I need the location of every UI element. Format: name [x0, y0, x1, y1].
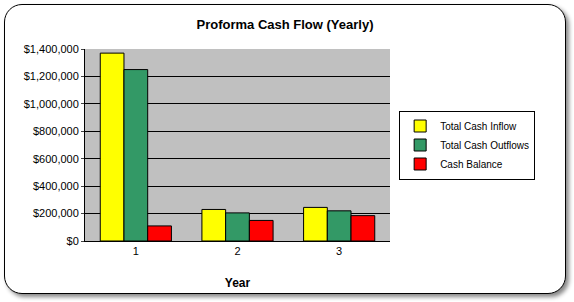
svg-text:$1,400,000: $1,400,000	[24, 43, 79, 55]
svg-text:Total Cash Outflows: Total Cash Outflows	[440, 140, 529, 151]
svg-text:Total Cash Inflow: Total Cash Inflow	[440, 121, 517, 132]
svg-text:$0: $0	[67, 235, 79, 247]
svg-text:Proforma Cash Flow (Yearly): Proforma Cash Flow (Yearly)	[197, 17, 374, 32]
svg-text:$200,000: $200,000	[33, 207, 79, 219]
svg-text:$800,000: $800,000	[33, 125, 79, 137]
svg-text:$1,200,000: $1,200,000	[24, 70, 79, 82]
svg-text:$400,000: $400,000	[33, 180, 79, 192]
svg-text:$600,000: $600,000	[33, 153, 79, 165]
svg-text:1: 1	[133, 245, 139, 257]
svg-text:$1,000,000: $1,000,000	[24, 98, 79, 110]
svg-text:2: 2	[234, 245, 240, 257]
svg-text:Year: Year	[225, 276, 251, 290]
svg-text:3: 3	[336, 245, 342, 257]
svg-text:Cash Balance: Cash Balance	[440, 159, 503, 170]
